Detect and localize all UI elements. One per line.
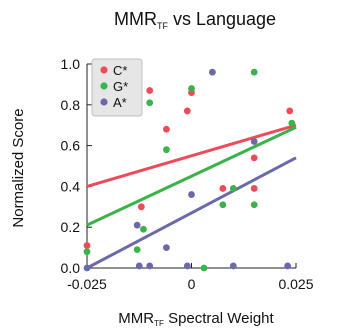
legend-label: G* (113, 79, 128, 94)
chart-title-sub: TF (157, 21, 168, 31)
data-point-a-star (188, 191, 195, 198)
data-point-g-star (146, 99, 154, 107)
data-point-a-star (284, 262, 292, 270)
x-axis-label-main: MMR (118, 310, 154, 327)
data-point-c-star (250, 154, 258, 162)
x-tick-label: 0.025 (278, 276, 313, 292)
x-tick-label: 0 (188, 276, 196, 292)
data-point-a-star (146, 262, 154, 270)
legend-marker (100, 98, 108, 106)
data-point-g-star (133, 246, 141, 254)
data-point-a-star (133, 221, 141, 229)
x-axis-label: MMRTF Spectral Weight (118, 310, 274, 328)
data-point-g-star (188, 85, 195, 92)
y-tick-label: 0.4 (61, 178, 81, 194)
y-tick-label: 0.6 (61, 138, 81, 154)
x-axis-label-rest: Spectral Weight (164, 310, 275, 327)
chart-title-main: MMR (114, 9, 157, 29)
data-point-g-star (250, 201, 258, 209)
data-point-g-star (250, 68, 258, 76)
data-point-a-star (209, 68, 216, 76)
data-point-c-star (146, 87, 154, 94)
fit-line-a-star (86, 156, 297, 270)
y-tick-label: 0.0 (61, 260, 81, 276)
legend-label: C* (113, 63, 127, 78)
data-point-a-star (83, 264, 91, 272)
data-point-g-star (229, 185, 237, 192)
data-point-g-star (219, 201, 227, 209)
axes: 0.0 0.2 0.4 0.6 0.8 1.0 -0.025 0 0.025 (61, 56, 314, 292)
data-point-a-star (183, 262, 191, 270)
legend-label: A* (113, 95, 127, 110)
data-point-a-star (135, 262, 143, 270)
fit-line-c-star (86, 123, 297, 188)
data-point-c-star (183, 107, 191, 115)
data-point-g-star (83, 248, 91, 256)
data-point-c-star (83, 242, 91, 249)
data-point-g-star (140, 225, 147, 233)
y-tick-label: 1.0 (61, 56, 81, 72)
fit-lines (86, 123, 297, 270)
legend: C*G*A* (91, 58, 143, 117)
legend-marker (100, 66, 108, 74)
data-point-g-star (288, 119, 296, 127)
fit-line-g-star (86, 125, 297, 227)
data-point-g-star (200, 264, 208, 272)
y-tick-label: 0.2 (61, 219, 81, 235)
x-tick-label: -0.025 (67, 276, 107, 292)
data-point-c-star (137, 203, 145, 211)
data-point-c-star (219, 185, 227, 192)
data-point-a-star (163, 244, 170, 252)
y-tick-label: 0.8 (61, 97, 81, 113)
data-points (83, 68, 296, 272)
legend-marker (100, 82, 108, 90)
data-point-a-star (250, 138, 258, 145)
y-axis-label: Normalized Score (10, 108, 27, 227)
chart-title: MMRTF vs Language (114, 9, 276, 31)
data-point-c-star (250, 185, 258, 192)
x-axis-label-sub: TF (154, 319, 164, 328)
data-point-a-star (229, 262, 237, 270)
data-point-g-star (163, 146, 170, 154)
data-point-c-star (286, 107, 294, 115)
data-point-c-star (163, 125, 170, 133)
chart-title-rest: vs Language (168, 9, 276, 29)
